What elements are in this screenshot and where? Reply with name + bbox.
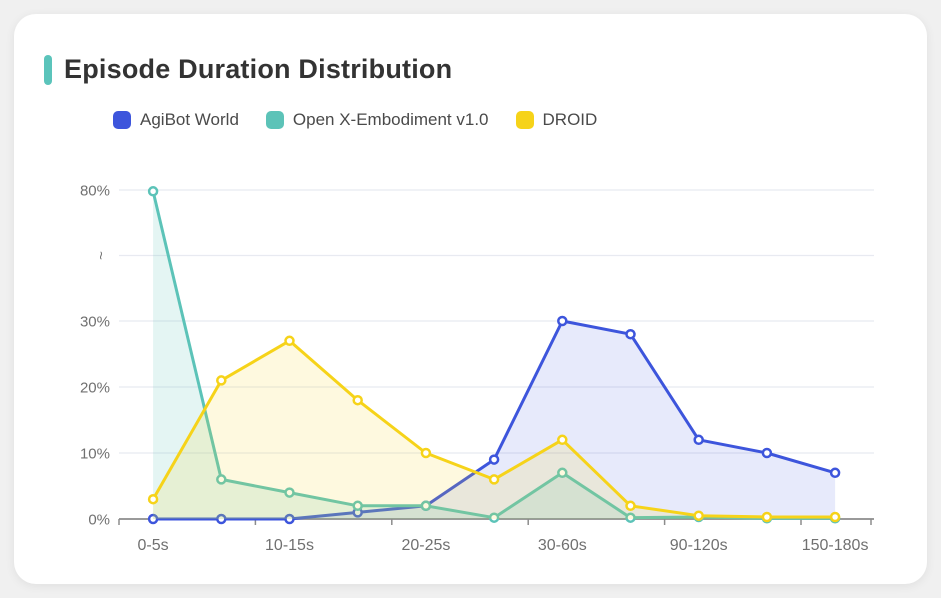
series-area bbox=[153, 321, 836, 519]
data-point[interactable] bbox=[829, 467, 841, 479]
legend-label: AgiBot World bbox=[140, 110, 239, 129]
data-point[interactable] bbox=[147, 513, 159, 525]
y-tick-label: 0% bbox=[88, 512, 110, 529]
data-point[interactable] bbox=[352, 500, 363, 512]
legend-label: DROID bbox=[542, 110, 598, 129]
x-tick-label: 10-15s bbox=[265, 537, 314, 554]
title-row: Episode Duration Distribution bbox=[44, 54, 452, 85]
x-tick-label: 150-180s bbox=[802, 537, 869, 554]
y-tick-label: 80% bbox=[80, 183, 110, 200]
data-point[interactable] bbox=[557, 467, 568, 479]
x-tick-label: 30-60s bbox=[538, 537, 587, 554]
data-point[interactable] bbox=[216, 375, 227, 386]
data-point[interactable] bbox=[693, 510, 704, 521]
data-point[interactable] bbox=[625, 328, 636, 340]
data-point[interactable] bbox=[420, 447, 432, 459]
y-tick-label: 10% bbox=[80, 446, 110, 463]
data-point[interactable] bbox=[693, 434, 704, 446]
data-point[interactable] bbox=[488, 512, 500, 523]
x-tick-label: 0-5s bbox=[138, 537, 169, 554]
data-point[interactable] bbox=[761, 447, 773, 459]
y-tick-label: 30% bbox=[80, 314, 110, 331]
legend-label: Open X-Embodiment v1.0 bbox=[292, 110, 489, 129]
data-point[interactable] bbox=[284, 487, 295, 498]
x-tick-label: 20-25s bbox=[401, 537, 450, 554]
legend-swatch-open-x-embodiment bbox=[265, 111, 284, 129]
data-point[interactable] bbox=[625, 500, 636, 512]
data-point[interactable] bbox=[557, 315, 568, 327]
data-point[interactable] bbox=[488, 454, 500, 465]
data-point[interactable] bbox=[284, 335, 295, 347]
chart-legend: AgiBot World Open X-Embodiment v1.0 DROI… bbox=[113, 110, 597, 130]
data-point[interactable] bbox=[625, 512, 636, 523]
data-point[interactable] bbox=[147, 186, 159, 197]
line-chart-plot: 0% 10% 20% 30% ~80% 0-5s 10-15s 20-25s 30-60s 90-… bbox=[80, 183, 874, 554]
y-axis-break-symbol: ~ bbox=[92, 251, 109, 260]
x-tick-label: 90-120s bbox=[670, 537, 728, 554]
chart-card: Episode Duration Distribution AgiBot Wor… bbox=[14, 14, 927, 584]
data-point[interactable] bbox=[557, 434, 568, 446]
legend-item-open-x-embodiment[interactable]: Open X-Embodiment v1.0 bbox=[265, 110, 489, 130]
page-title: Episode Duration Distribution bbox=[64, 54, 453, 84]
legend-swatch-droid bbox=[515, 111, 534, 129]
data-point[interactable] bbox=[352, 394, 363, 406]
series-area bbox=[153, 191, 836, 520]
data-point[interactable] bbox=[829, 511, 841, 523]
data-point[interactable] bbox=[488, 474, 500, 485]
data-point[interactable] bbox=[216, 513, 227, 525]
data-point[interactable] bbox=[761, 511, 773, 523]
title-accent-bar bbox=[44, 54, 52, 85]
legend-swatch-agibot-world bbox=[113, 111, 131, 129]
legend-item-droid[interactable]: DROID bbox=[515, 110, 598, 130]
data-point[interactable] bbox=[284, 513, 295, 525]
data-point[interactable] bbox=[420, 500, 432, 512]
legend-item-agibot-world[interactable]: AgiBot World bbox=[113, 110, 239, 130]
data-point[interactable] bbox=[216, 474, 227, 485]
series-area bbox=[153, 340, 836, 519]
y-tick-label: 20% bbox=[80, 380, 110, 397]
data-point[interactable] bbox=[147, 493, 159, 505]
